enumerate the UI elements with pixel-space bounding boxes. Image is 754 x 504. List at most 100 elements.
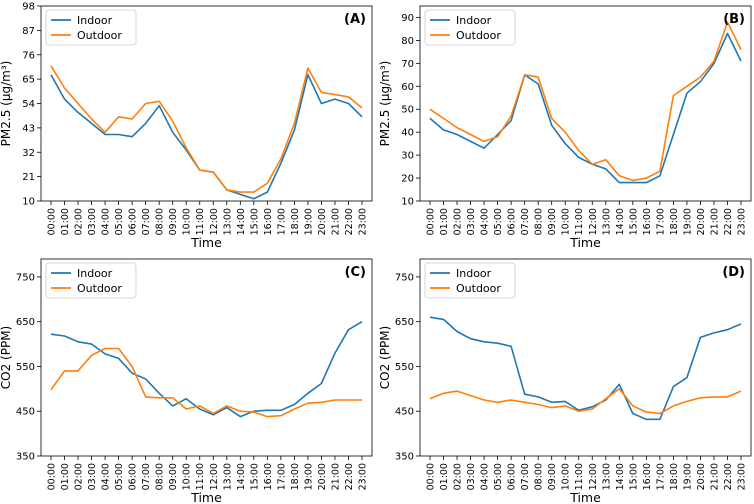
x-tick-label: 01:00 bbox=[439, 463, 450, 490]
legend-label-indoor: Indoor bbox=[456, 14, 492, 27]
plot-frame bbox=[419, 258, 752, 457]
x-axis-label: Time bbox=[569, 490, 601, 504]
legend-label-indoor: Indoor bbox=[77, 14, 113, 27]
y-tick-label: 54 bbox=[22, 99, 35, 110]
x-tick-label: 13:00 bbox=[601, 463, 612, 490]
y-tick-label: 450 bbox=[395, 407, 414, 418]
x-tick-label: 14:00 bbox=[236, 463, 247, 490]
y-tick-label: 450 bbox=[16, 407, 35, 418]
x-tick-label: 05:00 bbox=[493, 463, 504, 490]
legend-frame bbox=[45, 262, 137, 299]
x-tick-label: 00:00 bbox=[47, 208, 58, 235]
series-line-outdoor bbox=[429, 387, 742, 415]
x-tick-label: 04:00 bbox=[101, 208, 112, 235]
x-tick-label: 13:00 bbox=[222, 208, 233, 235]
x-tick-label: 17:00 bbox=[655, 208, 666, 235]
y-tick-label: 87 bbox=[22, 26, 35, 37]
x-tick-label: 21:00 bbox=[709, 463, 720, 490]
x-tick-label: 20:00 bbox=[696, 208, 707, 235]
y-axis-label: PM2.5 (μg/m³) bbox=[378, 61, 392, 147]
legend-label-indoor: Indoor bbox=[456, 267, 492, 280]
x-tick-label: 06:00 bbox=[507, 463, 518, 490]
x-tick-label: 12:00 bbox=[588, 208, 599, 235]
x-tick-label: 15:00 bbox=[628, 208, 639, 235]
plot-frame bbox=[40, 258, 373, 457]
panel-b: 10 20 30 40 50 60 70 80 90 00:00 01:00 02:00 03:00 04… bbox=[378, 5, 752, 250]
y-axis-label: CO2 (PPM) bbox=[0, 326, 13, 389]
x-tick-label: 18:00 bbox=[290, 463, 301, 490]
x-tick-label: 12:00 bbox=[588, 463, 599, 490]
x-tick-label: 17:00 bbox=[276, 208, 287, 235]
y-tick-label: 350 bbox=[16, 452, 35, 463]
x-tick-label: 08:00 bbox=[155, 463, 166, 490]
x-tick-label: 14:00 bbox=[615, 208, 626, 235]
x-tick-label: 04:00 bbox=[101, 463, 112, 490]
y-tick-label: 650 bbox=[395, 317, 414, 328]
x-tick-label: 15:00 bbox=[249, 463, 260, 490]
series-line-indoor bbox=[429, 32, 742, 184]
x-axis-label: Time bbox=[190, 235, 222, 250]
x-tick-label: 07:00 bbox=[141, 208, 152, 235]
x-tick-label: 23:00 bbox=[358, 463, 369, 490]
x-tick-label: 11:00 bbox=[195, 463, 206, 490]
x-tick-label: 21:00 bbox=[709, 208, 720, 235]
y-tick-label: 550 bbox=[395, 362, 414, 373]
x-tick-label: 01:00 bbox=[60, 208, 71, 235]
x-axis-label: Time bbox=[569, 235, 601, 250]
x-tick-label: 05:00 bbox=[114, 463, 125, 490]
x-tick-label: 22:00 bbox=[344, 208, 355, 235]
x-tick-label: 19:00 bbox=[682, 208, 693, 235]
x-tick-label: 19:00 bbox=[682, 463, 693, 490]
x-tick-label: 22:00 bbox=[344, 463, 355, 490]
x-tick-label: 03:00 bbox=[87, 208, 98, 235]
x-tick-label: 02:00 bbox=[453, 208, 464, 235]
y-tick-label: 90 bbox=[401, 13, 414, 24]
series-line-indoor bbox=[429, 316, 742, 421]
panel-label: (C) bbox=[345, 265, 366, 280]
series-line-indoor bbox=[50, 321, 363, 418]
x-tick-label: 05:00 bbox=[114, 208, 125, 235]
x-tick-label: 06:00 bbox=[507, 208, 518, 235]
x-tick-label: 14:00 bbox=[615, 463, 626, 490]
panel-label: (A) bbox=[344, 12, 366, 27]
y-tick-label: 40 bbox=[401, 128, 414, 139]
x-tick-label: 09:00 bbox=[168, 463, 179, 490]
y-tick-label: 98 bbox=[22, 2, 35, 13]
x-tick-label: 05:00 bbox=[493, 208, 504, 235]
y-tick-label: 10 bbox=[401, 197, 414, 208]
y-tick-label: 50 bbox=[401, 105, 414, 116]
x-tick-label: 23:00 bbox=[737, 208, 748, 235]
x-tick-label: 15:00 bbox=[249, 208, 260, 235]
x-tick-label: 07:00 bbox=[520, 208, 531, 235]
x-tick-label: 10:00 bbox=[561, 208, 572, 235]
legend-label-outdoor: Outdoor bbox=[77, 29, 122, 42]
panel-c: 350 450 550 650 750 00:00 01:00 02:00 03:00 04:00… bbox=[0, 258, 373, 504]
y-tick-label: 750 bbox=[395, 272, 414, 283]
panel-label: (B) bbox=[723, 12, 745, 27]
x-tick-label: 01:00 bbox=[439, 208, 450, 235]
x-tick-label: 20:00 bbox=[317, 463, 328, 490]
x-tick-label: 20:00 bbox=[317, 208, 328, 235]
x-tick-label: 03:00 bbox=[87, 463, 98, 490]
y-axis-label: CO2 (PPM) bbox=[378, 326, 392, 389]
x-tick-label: 14:00 bbox=[236, 208, 247, 235]
x-tick-label: 10:00 bbox=[182, 208, 193, 235]
x-tick-label: 11:00 bbox=[574, 208, 585, 235]
x-tick-label: 21:00 bbox=[330, 208, 341, 235]
panel-label: (D) bbox=[722, 265, 745, 280]
x-tick-label: 04:00 bbox=[480, 463, 491, 490]
legend-frame bbox=[45, 9, 137, 46]
panel-d: 350 450 550 650 750 00:00 01:00 02:00 03:00 04:00… bbox=[378, 258, 752, 504]
y-axis-label: PM2.5 (μg/m³) bbox=[0, 61, 13, 147]
x-tick-label: 02:00 bbox=[453, 463, 464, 490]
series-line-indoor bbox=[50, 73, 363, 200]
legend: Indoor Outdoor bbox=[45, 262, 137, 299]
x-tick-label: 09:00 bbox=[168, 208, 179, 235]
x-tick-label: 17:00 bbox=[655, 463, 666, 490]
x-tick-label: 23:00 bbox=[358, 208, 369, 235]
x-tick-label: 08:00 bbox=[534, 463, 545, 490]
legend-label-indoor: Indoor bbox=[77, 267, 113, 280]
x-tick-label: 22:00 bbox=[723, 463, 734, 490]
x-tick-label: 16:00 bbox=[263, 463, 274, 490]
